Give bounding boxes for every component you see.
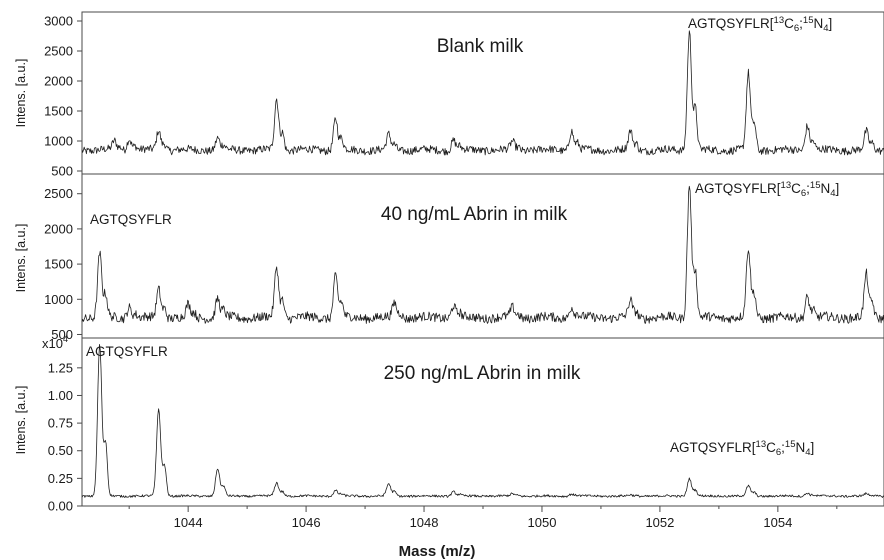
spectrum-panels: 500 1000 1500 2000 2500 3000 Intens. [a.u.] Bla… <box>14 11 884 514</box>
shared-x-axis: 1044 1046 1048 1050 1052 1054 <box>128 506 838 530</box>
x-tick-label: 1046 <box>292 515 321 530</box>
panel-title: 40 ng/mL Abrin in milk <box>381 204 568 225</box>
peak-point <box>128 137 130 139</box>
x-tick-label: 1044 <box>174 515 203 530</box>
peak-annotation: AGTQSYFLR <box>86 344 168 359</box>
y-tick-label: 1000 <box>44 134 73 149</box>
peak-annotation: AGTQSYFLR[13C6;15N4] <box>688 15 832 34</box>
y-tick-label: 3000 <box>44 14 73 29</box>
y-axis-label: Intens. [a.u.] <box>14 386 28 455</box>
y-tick-label: 0.00 <box>48 499 73 514</box>
y-tick-label: 2500 <box>44 186 73 201</box>
peak-point <box>157 129 159 131</box>
y-tick-label: 0.50 <box>48 443 73 458</box>
y-tick-label: 0.25 <box>48 471 73 486</box>
spectrum-panel-2: 500 1000 1500 2000 2500 Intens. [a.u.] 40 ng/m… <box>14 173 884 342</box>
panel-title: Blank milk <box>437 36 524 57</box>
peak-annotation: AGTQSYFLR[13C6;15N4] <box>670 439 814 458</box>
y-multiplier-label: x104 <box>42 334 68 351</box>
panel-title: 250 ng/mL Abrin in milk <box>384 363 581 384</box>
spectrum-trace <box>81 343 884 498</box>
y-tick-label: 1500 <box>44 257 73 272</box>
x-tick-label: 1048 <box>410 515 439 530</box>
spectrum-panel-1: 500 1000 1500 2000 2500 3000 Intens. [a.u.] Bla… <box>14 11 884 179</box>
spectrum-trace <box>81 30 884 156</box>
y-tick-label: 0.75 <box>48 416 73 431</box>
peak-annotation: AGTQSYFLR[13C6;15N4] <box>695 180 839 199</box>
peak-point <box>688 183 690 185</box>
x-tick-label: 1050 <box>528 515 557 530</box>
x-tick-label: 1054 <box>763 515 792 530</box>
y-tick-label: 2500 <box>44 44 73 59</box>
x-tick-label: 1052 <box>645 515 674 530</box>
y-tick-label: 1.25 <box>48 360 73 375</box>
y-axis-label: Intens. [a.u.] <box>14 224 28 293</box>
spectrum-panel-3: 0.00 0.25 0.50 0.75 1.00 1.25 x104 Intens. [a.u… <box>14 334 884 514</box>
spectrum-trace <box>81 185 884 324</box>
y-tick-label: 2000 <box>44 221 73 236</box>
panel-frame <box>81 173 884 339</box>
y-tick-label: 2000 <box>44 74 73 89</box>
peak-point <box>570 305 572 307</box>
y-tick-label: 1000 <box>44 292 73 307</box>
peak-point <box>747 247 749 249</box>
y-tick-label: 1500 <box>44 104 73 119</box>
y-tick-label: 1.00 <box>48 388 73 403</box>
y-tick-label: 500 <box>51 327 73 342</box>
x-axis-label: Mass (m/z) <box>399 543 476 560</box>
y-tick-label: 500 <box>51 164 73 179</box>
peak-annotation: AGTQSYFLR <box>90 212 172 227</box>
y-axis-label: Intens. [a.u.] <box>14 59 28 128</box>
